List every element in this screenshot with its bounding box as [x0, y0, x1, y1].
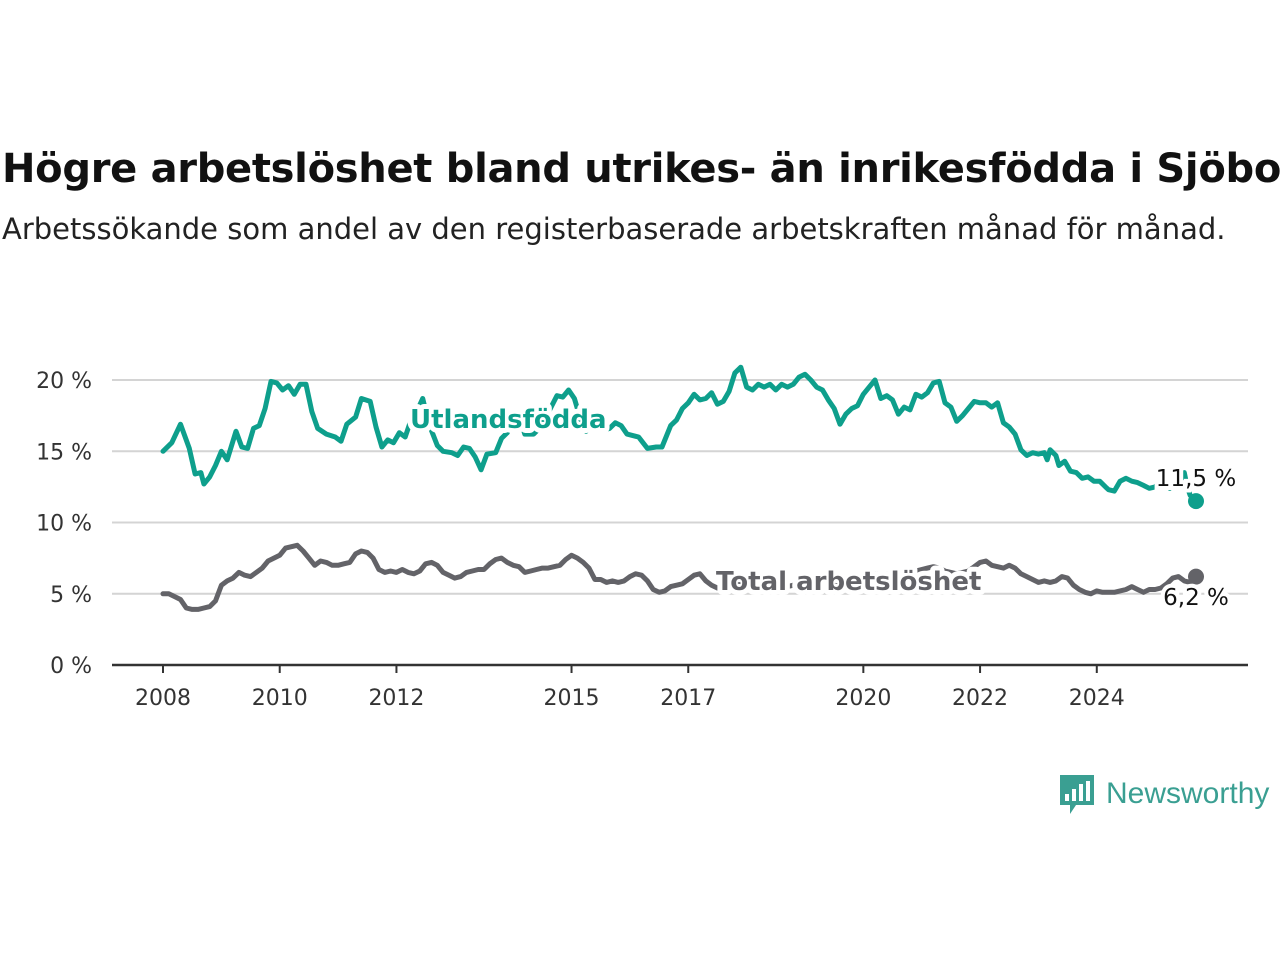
y-tick-label: 20 % — [36, 369, 92, 394]
x-tick-label: 2015 — [544, 686, 600, 711]
x-tick-label: 2022 — [952, 686, 1008, 711]
x-tick-label: 2008 — [135, 686, 191, 711]
series-lines — [160, 364, 1204, 612]
y-tick-label: 15 % — [36, 440, 92, 465]
series-label-utlandsfodda: Utlandsfödda — [410, 405, 607, 435]
end-label-total: 6,2 % — [1163, 585, 1229, 611]
y-axis-ticks: 0 % 5 % 10 % 15 % 20 % — [36, 369, 92, 679]
chart-title: Högre arbetslöshet bland utrikes- än inr… — [2, 146, 1280, 192]
x-tick-label: 2020 — [835, 686, 891, 711]
end-label-utlandsfodda: 11,5 % — [1156, 466, 1236, 492]
series-line-total — [160, 542, 1199, 612]
newsworthy-logo: Newsworthy — [1058, 772, 1269, 816]
y-tick-label: 5 % — [50, 583, 92, 608]
series-line-utlandsfodda — [160, 364, 1199, 504]
newsworthy-logo-icon — [1060, 775, 1094, 814]
x-tick-label: 2010 — [252, 686, 308, 711]
end-point-utlandsfodda — [1188, 493, 1204, 510]
y-tick-label: 10 % — [36, 512, 92, 537]
brand-name: Newsworthy — [1106, 777, 1270, 810]
x-tick-label: 2024 — [1069, 686, 1125, 711]
x-tick-label: 2012 — [368, 686, 424, 711]
series-labels: Utlandsfödda Total arbetslöshet 11,5 % 6,2 … — [405, 400, 1240, 615]
x-axis-ticks: 2008 2010 2012 2015 2017 2020 2022 2024 — [135, 665, 1125, 711]
gridlines — [112, 379, 1248, 595]
end-point-total — [1188, 568, 1204, 585]
chart-subtitle: Arbetssökande som andel av den registerb… — [2, 212, 1226, 246]
line-chart: 0 %5 %10 %15 %20 % 2008 2010 2012 2015 2017 2… — [36, 364, 1248, 711]
y-tick-label: 0 % — [50, 654, 92, 679]
series-label-total: Total arbetslöshet — [716, 567, 981, 597]
x-tick-label: 2017 — [660, 686, 716, 711]
